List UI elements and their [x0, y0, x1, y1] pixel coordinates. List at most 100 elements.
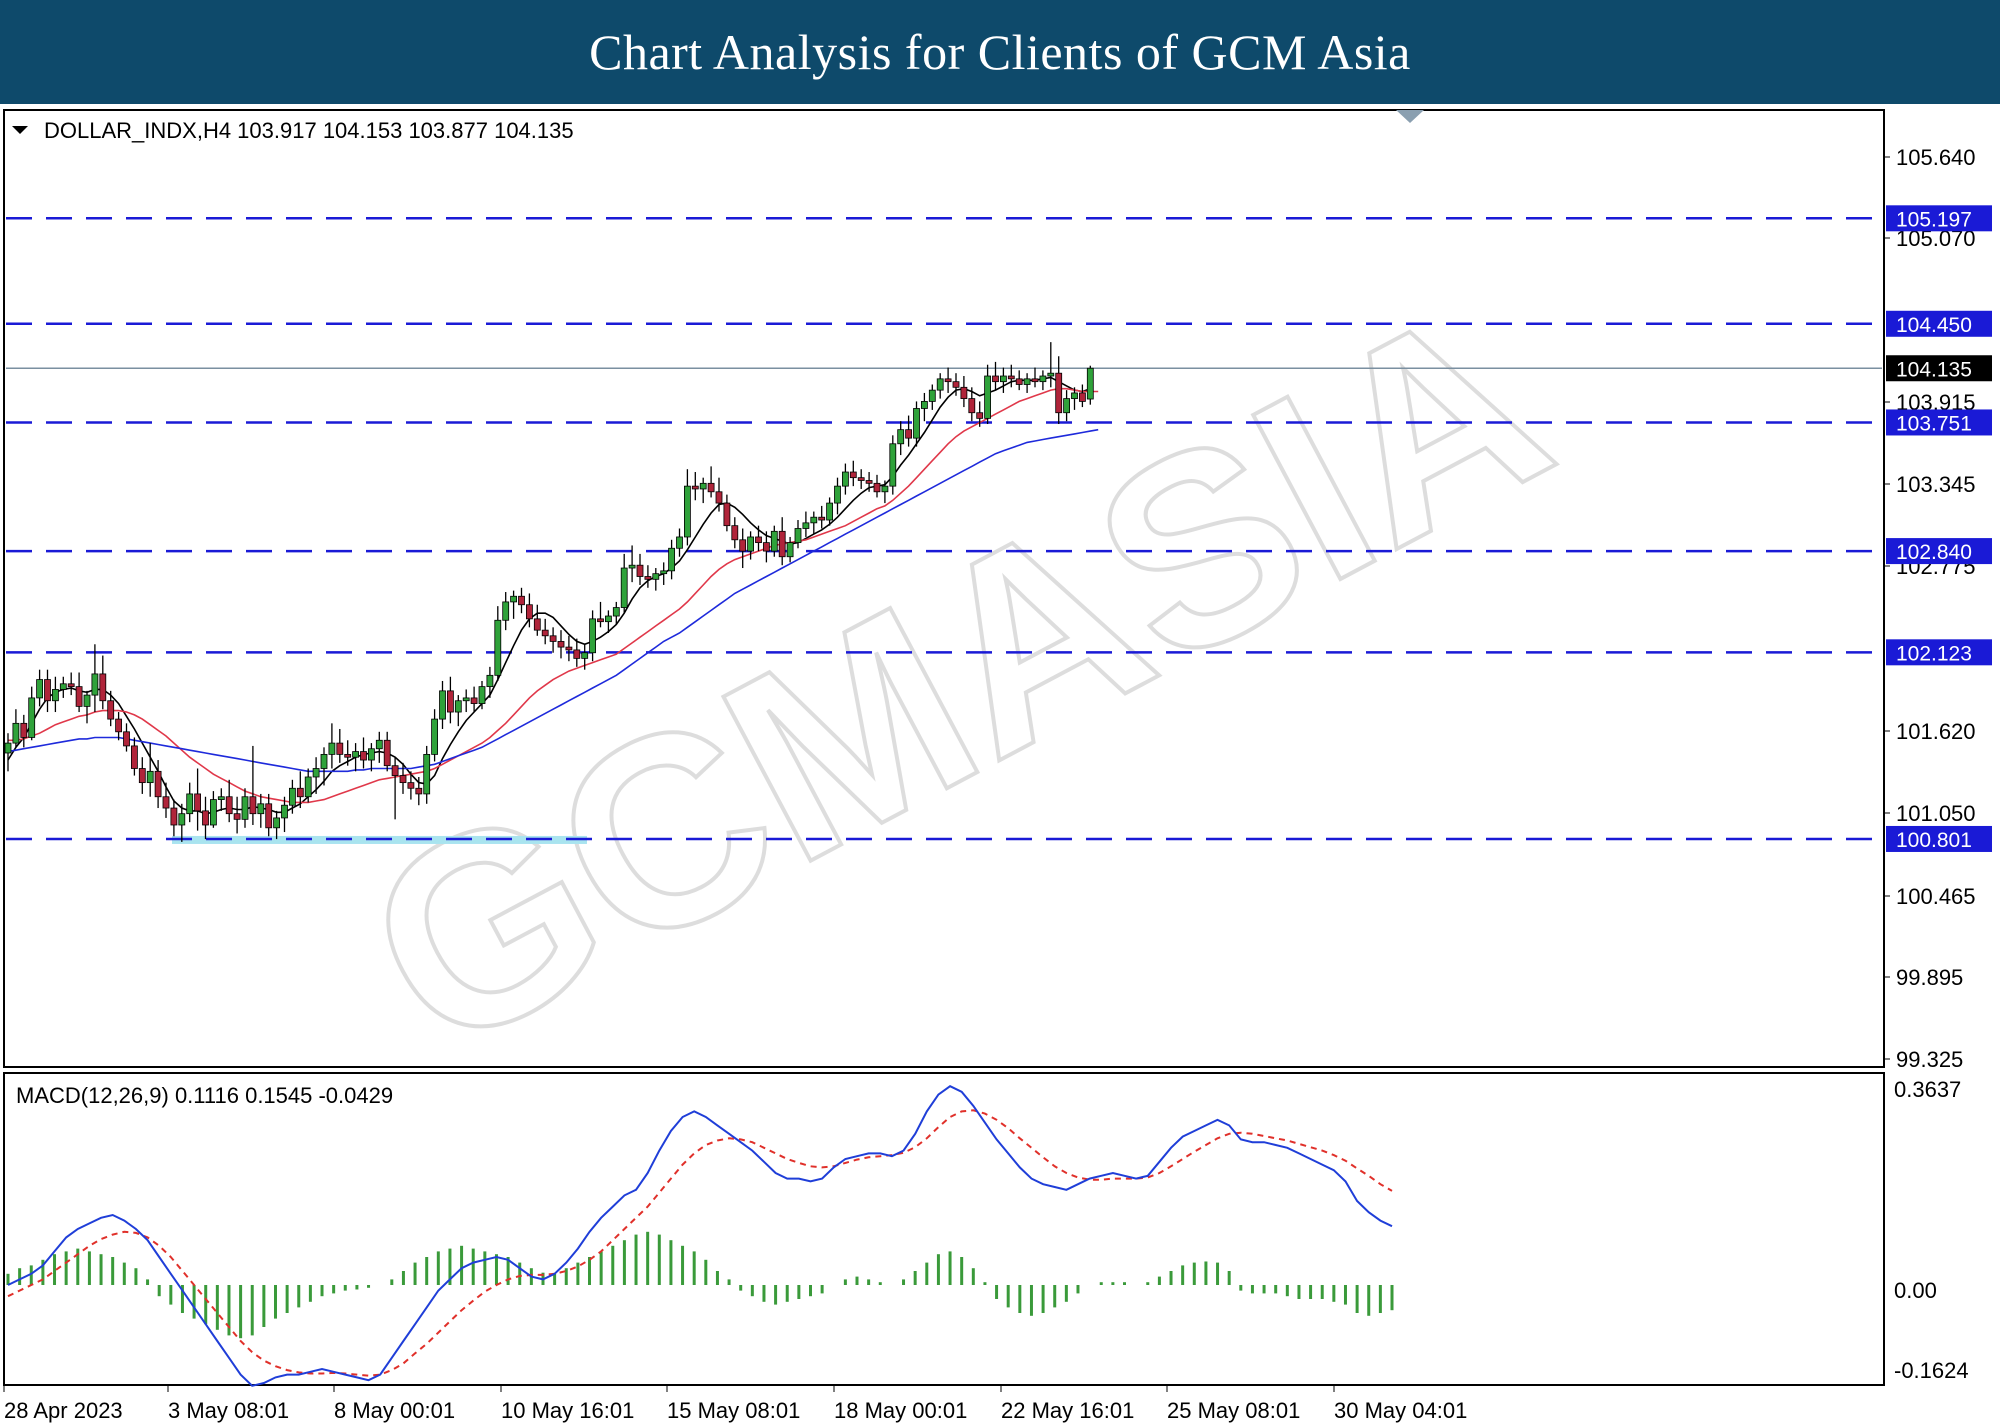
candle[interactable] [644, 565, 652, 588]
candle[interactable] [241, 788, 249, 828]
candle[interactable] [281, 796, 288, 833]
candle[interactable] [549, 627, 557, 653]
candle[interactable] [1000, 367, 1007, 393]
candle[interactable] [976, 401, 984, 427]
candle[interactable] [360, 737, 367, 769]
candle[interactable] [170, 799, 178, 837]
candle[interactable] [889, 435, 897, 495]
candle[interactable] [1039, 370, 1047, 391]
candle[interactable] [533, 604, 541, 636]
candle[interactable] [1007, 364, 1015, 388]
candle[interactable] [913, 401, 920, 447]
candle[interactable] [162, 782, 170, 818]
candle[interactable] [75, 672, 83, 713]
candle[interactable] [984, 364, 991, 425]
candle[interactable] [526, 593, 533, 628]
candle[interactable] [731, 517, 739, 549]
candle[interactable] [1023, 373, 1031, 393]
candle[interactable] [375, 731, 383, 763]
candle[interactable] [597, 601, 604, 628]
candle[interactable] [842, 463, 849, 495]
candle[interactable] [67, 672, 75, 696]
candle[interactable] [91, 644, 99, 713]
candle[interactable] [541, 618, 549, 645]
candle[interactable] [699, 477, 707, 504]
candle[interactable] [1071, 387, 1078, 410]
candle[interactable] [352, 743, 360, 772]
candle[interactable] [431, 709, 439, 762]
candle[interactable] [328, 723, 336, 769]
candle[interactable] [794, 520, 802, 549]
candle[interactable] [573, 638, 581, 667]
candle[interactable] [44, 669, 51, 713]
candle[interactable] [367, 743, 375, 772]
candle[interactable] [83, 690, 91, 724]
candle[interactable] [905, 415, 912, 447]
candle[interactable] [636, 553, 644, 585]
candle[interactable] [747, 531, 754, 560]
candle[interactable] [344, 740, 352, 766]
candle[interactable] [770, 525, 778, 557]
candle[interactable] [439, 680, 446, 729]
candle[interactable] [802, 511, 810, 537]
candle[interactable] [557, 630, 565, 659]
candle[interactable] [154, 760, 162, 809]
candle[interactable] [312, 757, 320, 794]
candle[interactable] [194, 768, 202, 831]
candle[interactable] [383, 731, 391, 772]
candle[interactable] [209, 791, 217, 828]
candle[interactable] [20, 714, 28, 748]
candle[interactable] [202, 796, 209, 840]
candle[interactable] [684, 469, 691, 546]
candle[interactable] [502, 592, 510, 631]
price-plot-area[interactable] [4, 217, 1882, 844]
candle[interactable] [818, 505, 826, 529]
candle[interactable] [676, 528, 683, 557]
candle[interactable] [249, 745, 257, 825]
candle[interactable] [960, 376, 968, 408]
candle[interactable] [810, 511, 818, 535]
candle[interactable] [928, 384, 936, 410]
candle[interactable] [865, 472, 873, 492]
candle[interactable] [12, 709, 20, 748]
candle[interactable] [952, 373, 960, 396]
candle[interactable] [1086, 365, 1094, 405]
candle[interactable] [992, 361, 999, 391]
candle[interactable] [826, 497, 833, 526]
candle[interactable] [59, 676, 67, 698]
candle[interactable] [138, 757, 146, 794]
candle[interactable] [146, 743, 154, 797]
candle[interactable] [391, 757, 399, 820]
candle[interactable] [944, 367, 952, 393]
candle[interactable] [399, 762, 407, 794]
candle[interactable] [265, 793, 273, 837]
candle[interactable] [178, 803, 186, 842]
candle[interactable] [28, 686, 36, 741]
candle[interactable] [320, 747, 328, 786]
candle[interactable] [763, 531, 770, 563]
candle[interactable] [336, 728, 344, 763]
candle[interactable] [873, 474, 881, 498]
candle[interactable] [510, 590, 518, 619]
candle[interactable] [407, 771, 415, 800]
candle[interactable] [470, 686, 478, 713]
candle[interactable] [486, 666, 494, 698]
candle[interactable] [52, 676, 59, 713]
candle[interactable] [1055, 356, 1063, 425]
candle[interactable] [494, 606, 502, 681]
candle[interactable] [257, 793, 265, 828]
candle[interactable] [1079, 384, 1086, 408]
candle[interactable] [415, 776, 423, 806]
candle[interactable] [881, 480, 889, 504]
candle[interactable] [1063, 390, 1070, 422]
candle[interactable] [755, 525, 762, 552]
candle[interactable] [1015, 370, 1023, 391]
candle[interactable] [304, 768, 312, 803]
candle[interactable] [446, 676, 454, 724]
candle[interactable] [454, 695, 462, 727]
candle[interactable] [273, 810, 281, 840]
candle[interactable] [707, 466, 715, 498]
candle[interactable] [462, 689, 470, 713]
candle[interactable] [225, 779, 233, 823]
